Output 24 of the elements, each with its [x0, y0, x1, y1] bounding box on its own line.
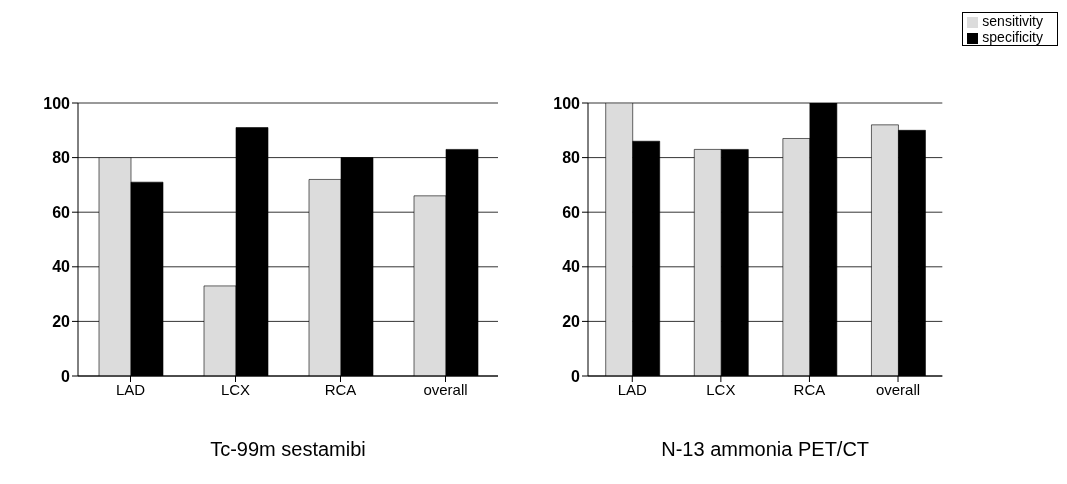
x-tick-label: LCX [706, 380, 736, 398]
x-tick-label: LAD [617, 380, 648, 398]
x-axis-title: Tc-99m sestamibi [210, 438, 366, 460]
y-tick-label: 100 [553, 94, 581, 112]
x-tick-label: RCA [324, 380, 357, 398]
y-tick-label: 80 [562, 149, 581, 167]
y-tick-label: 100 [43, 94, 71, 112]
y-tick-label: 20 [52, 313, 71, 331]
y-tick-label: 80 [52, 149, 71, 167]
y-tick-label: 60 [52, 203, 71, 221]
x-tick-label: overall [875, 380, 921, 398]
y-tick-label: 40 [52, 258, 71, 276]
x-axis-title: N-13 ammonia PET/CT [661, 438, 870, 460]
x-tick-label: RCA [793, 380, 826, 398]
x-tick-label: LAD [115, 380, 146, 398]
y-tick-label: 60 [562, 203, 581, 221]
legend-label: sensitivity [982, 13, 1043, 29]
y-tick-label: 0 [571, 367, 581, 385]
x-tick-label: overall [423, 380, 468, 398]
y-tick-label: 40 [562, 258, 581, 276]
y-tick-label: 20 [562, 313, 581, 331]
y-tick-label: 0 [61, 367, 71, 385]
x-tick-label: LCX [220, 380, 251, 398]
legend-label: specificity [982, 29, 1043, 45]
